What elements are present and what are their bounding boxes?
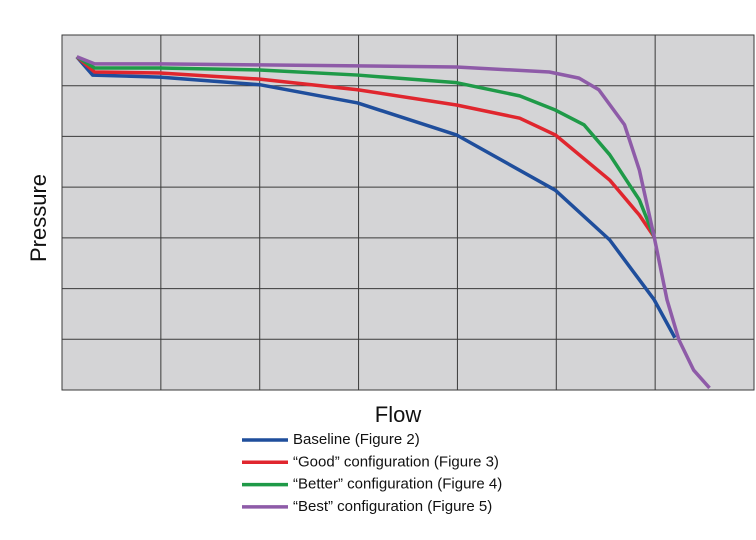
x-axis-label: Flow [375, 402, 422, 427]
series-line [75, 55, 656, 238]
series-line [75, 55, 656, 238]
legend-label: “Best” configuration (Figure 5) [293, 498, 492, 515]
legend-label: “Good” configuration (Figure 3) [293, 453, 499, 470]
legend-label: “Better” configuration (Figure 4) [293, 476, 502, 493]
series-line [75, 55, 677, 339]
series-line [76, 55, 711, 390]
legend-label: Baseline (Figure 2) [293, 431, 420, 448]
y-axis-label: Pressure [26, 174, 51, 262]
